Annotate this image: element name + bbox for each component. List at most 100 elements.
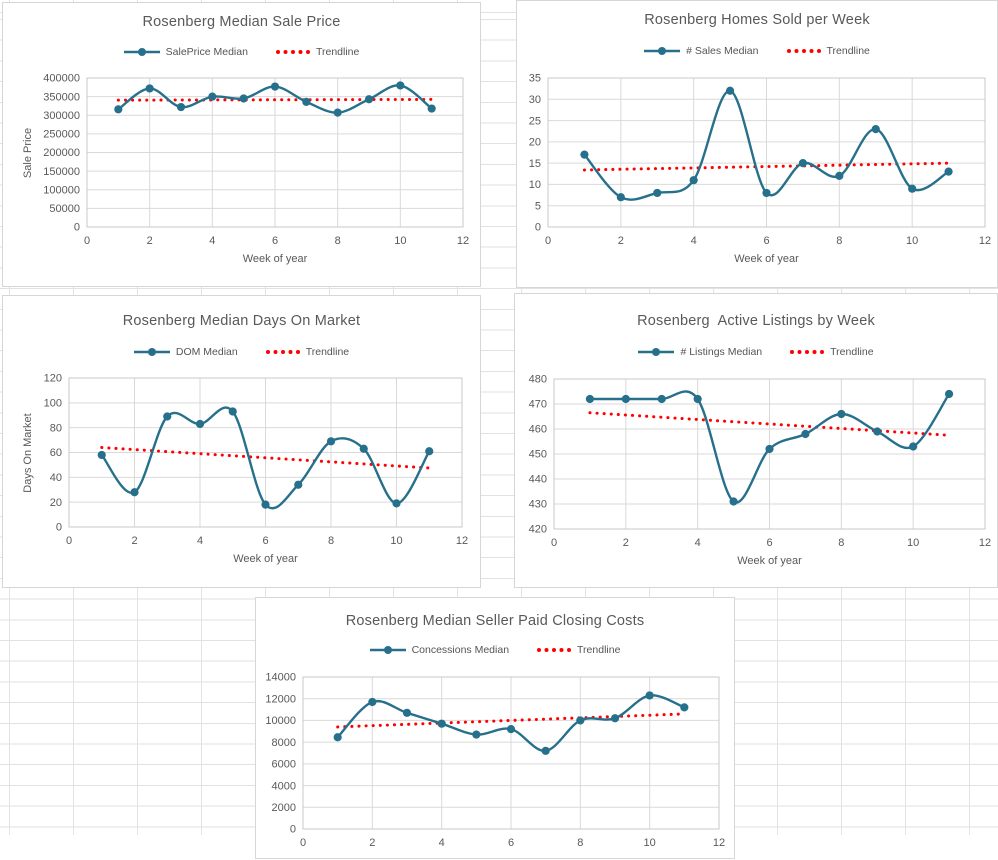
chart-legend: DOM Median Trendline: [3, 346, 480, 358]
legend-label: Trendline: [577, 644, 621, 656]
svg-text:5: 5: [535, 200, 541, 212]
legend-item-series[interactable]: # Sales Median: [644, 45, 759, 57]
x-tick-labels: 0 2 4 6 8 10 12: [66, 535, 468, 547]
plot-border: [547, 77, 986, 228]
svg-text:2: 2: [618, 235, 624, 247]
svg-text:0: 0: [551, 537, 557, 549]
gridlines: [302, 676, 720, 830]
svg-text:6000: 6000: [272, 759, 296, 771]
chart-title: Rosenberg Active Listings by Week: [637, 313, 875, 329]
svg-text:2: 2: [369, 837, 375, 849]
svg-text:25: 25: [529, 115, 541, 127]
series-line-swatch-icon: [644, 46, 681, 56]
trendline-dots-swatch-icon: [788, 347, 825, 357]
chart-legend: SalePrice Median Trendline: [3, 46, 480, 58]
plot-area[interactable]: 0 2000 4000 6000 8000 10000 12000 14000 0 2 4 6 8 10 1…: [256, 598, 736, 860]
svg-text:2000: 2000: [272, 802, 296, 814]
legend-item-trendline[interactable]: Trendline: [788, 346, 874, 358]
svg-text:8: 8: [335, 235, 341, 247]
legend-item-series[interactable]: # Listings Median: [638, 346, 762, 358]
series-line-swatch-icon: [133, 347, 170, 357]
plot-area[interactable]: 0 20 40 60 80 100 120 0 2 4 6 8 10 12: [3, 296, 482, 589]
svg-text:30: 30: [529, 94, 541, 106]
svg-text:4000: 4000: [272, 780, 296, 792]
svg-text:480: 480: [529, 374, 547, 386]
svg-text:100000: 100000: [43, 184, 80, 196]
svg-text:2: 2: [623, 537, 629, 549]
y-tick-labels: 0 5 10 15 20 25 30 35: [529, 73, 541, 234]
chart-homes-sold-per-week[interactable]: Rosenberg Homes Sold per Week # Sales Me…: [516, 0, 998, 288]
series-line-swatch-icon: [123, 47, 160, 57]
chart-median-days-on-market[interactable]: Rosenberg Median Days On Market DOM Medi…: [2, 295, 481, 588]
svg-text:10: 10: [390, 535, 402, 547]
chart-seller-paid-closing-costs[interactable]: Rosenberg Median Seller Paid Closing Cos…: [255, 597, 735, 859]
svg-text:0: 0: [56, 522, 62, 534]
svg-text:470: 470: [529, 399, 547, 411]
legend-label: Concessions Median: [411, 644, 510, 656]
svg-text:0: 0: [535, 222, 541, 234]
legend-item-series[interactable]: SalePrice Median: [123, 46, 248, 58]
svg-text:400000: 400000: [43, 73, 80, 85]
legend-label: # Sales Median: [686, 45, 759, 57]
svg-text:6: 6: [763, 235, 769, 247]
svg-text:6: 6: [262, 535, 268, 547]
svg-text:4: 4: [209, 235, 215, 247]
x-axis-title: Week of year: [734, 253, 799, 265]
svg-text:6: 6: [766, 537, 772, 549]
series-markers[interactable]: [580, 86, 953, 202]
svg-text:20: 20: [50, 497, 62, 509]
svg-text:6: 6: [272, 235, 278, 247]
legend-label: SalePrice Median: [165, 46, 248, 58]
svg-text:0: 0: [290, 824, 296, 836]
trendline[interactable]: [100, 446, 431, 470]
chart-title: Rosenberg Median Sale Price: [142, 14, 341, 30]
svg-text:460: 460: [529, 424, 547, 436]
legend-item-trendline[interactable]: Trendline: [535, 644, 620, 656]
legend-item-trendline[interactable]: Trendline: [785, 45, 870, 57]
svg-text:50000: 50000: [49, 203, 80, 215]
y-tick-labels: 0 50000 100000 150000 200000 250000 300000 3500…: [43, 73, 80, 234]
svg-text:10: 10: [394, 235, 406, 247]
legend-item-series[interactable]: DOM Median: [133, 346, 238, 358]
series-markers[interactable]: [333, 691, 689, 755]
svg-text:0: 0: [74, 222, 80, 234]
gridlines: [547, 77, 986, 228]
series-line-swatch-icon: [369, 645, 406, 655]
trendline-dots-swatch-icon: [535, 645, 572, 655]
trendline[interactable]: [336, 712, 686, 729]
plot-area[interactable]: 0 50000 100000 150000 200000 250000 300000 3500…: [3, 3, 482, 288]
plot-border: [86, 77, 464, 228]
series-line[interactable]: [589, 390, 951, 504]
series-markers[interactable]: [585, 389, 954, 506]
svg-text:0: 0: [84, 235, 90, 247]
series-markers[interactable]: [97, 407, 434, 509]
legend-label: Trendline: [305, 346, 350, 358]
legend-item-trendline[interactable]: Trendline: [274, 46, 359, 58]
chart-median-sale-price[interactable]: Rosenberg Median Sale Price SalePrice Me…: [2, 2, 481, 287]
series-markers[interactable]: [114, 81, 436, 117]
plot-area[interactable]: 420 430 440 450 460 470 480 0 2 4 6 8 10 12: [515, 294, 998, 589]
svg-text:0: 0: [66, 535, 72, 547]
x-tick-labels: 0 2 4 6 8 10 12: [545, 235, 991, 247]
svg-text:250000: 250000: [43, 129, 80, 141]
trendline[interactable]: [116, 97, 434, 102]
chart-active-listings-by-week[interactable]: Rosenberg Active Listings by Week # List…: [514, 293, 998, 588]
x-tick-labels: 0 2 4 6 8 10 12: [300, 837, 725, 849]
svg-text:8: 8: [577, 837, 583, 849]
y-tick-labels: 420 430 440 450 460 470 480: [529, 374, 547, 536]
svg-text:12: 12: [456, 535, 468, 547]
plot-area[interactable]: 0 5 10 15 20 25 30 35 0 2 4 6 8 10 12: [517, 1, 998, 289]
svg-text:12: 12: [713, 837, 725, 849]
legend-item-trendline[interactable]: Trendline: [264, 346, 349, 358]
chart-title: Rosenberg Median Seller Paid Closing Cos…: [345, 613, 645, 629]
svg-text:10: 10: [906, 235, 918, 247]
svg-text:8: 8: [838, 537, 844, 549]
svg-text:14000: 14000: [265, 672, 296, 684]
svg-text:8000: 8000: [272, 737, 296, 749]
chart-legend: # Listings Median Trendline: [515, 346, 997, 358]
legend-item-series[interactable]: Concessions Median: [369, 644, 510, 656]
legend-label: Trendline: [315, 46, 360, 58]
series-line-swatch-icon: [638, 347, 675, 357]
svg-text:440: 440: [529, 474, 547, 486]
svg-text:0: 0: [545, 235, 551, 247]
